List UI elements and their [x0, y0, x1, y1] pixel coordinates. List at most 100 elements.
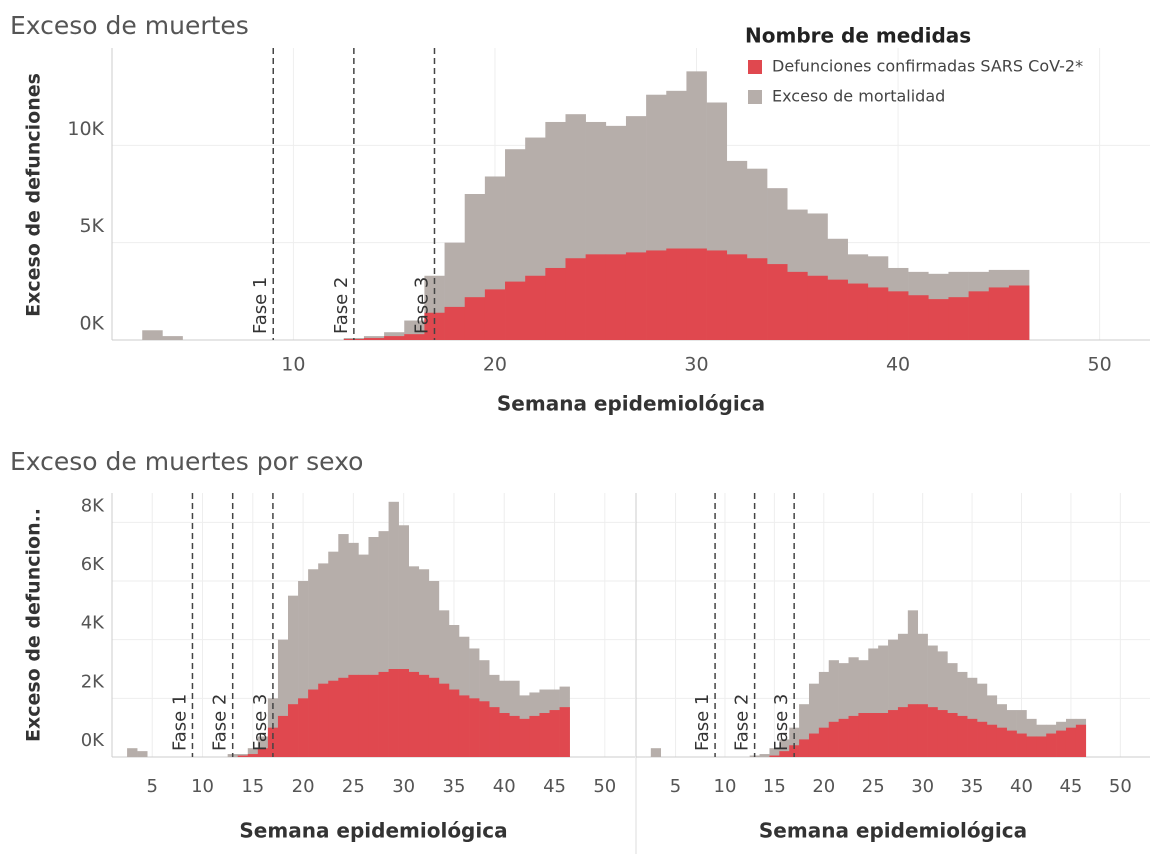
bar [948, 297, 969, 340]
bar [1008, 285, 1030, 340]
bar [947, 713, 958, 757]
bar [499, 713, 510, 757]
bar [267, 727, 279, 757]
bar [907, 610, 919, 757]
bar [162, 336, 183, 340]
bar [848, 715, 859, 757]
bar [937, 710, 948, 757]
bar [237, 755, 249, 757]
bar [247, 748, 259, 757]
x-tick-label: 5 [147, 776, 158, 797]
x-tick-label: 20 [812, 776, 835, 797]
phase-label: Fase 3 [771, 694, 792, 751]
bar [363, 338, 385, 340]
bar [444, 306, 466, 340]
bar [489, 707, 500, 757]
bar [848, 657, 859, 757]
bar [529, 715, 540, 757]
bar [519, 718, 530, 757]
bar [789, 727, 800, 757]
bar [1026, 736, 1037, 757]
bar [988, 287, 1010, 340]
phase-label: Fase 2 [210, 694, 231, 751]
bar [328, 551, 339, 757]
bar [977, 683, 988, 757]
x-tick-label: 5 [670, 776, 681, 797]
bar [779, 751, 790, 757]
x-tick-label: 50 [1109, 776, 1132, 797]
bar [358, 554, 369, 757]
bar [328, 680, 339, 757]
x-tick-label: 15 [241, 776, 264, 797]
bar [565, 258, 586, 340]
y-tick-label: 2K [81, 671, 105, 692]
bar [408, 566, 420, 757]
bar [927, 707, 938, 757]
phase-label: Fase 3 [250, 694, 271, 751]
bar [539, 713, 550, 757]
bar [559, 707, 570, 757]
phase-label: Fase 1 [250, 277, 271, 334]
bar [257, 736, 269, 757]
bar [977, 721, 988, 757]
y-tick-label: 6K [81, 554, 105, 575]
bar [277, 639, 289, 757]
bar [388, 669, 399, 757]
bar [545, 267, 566, 340]
bar [424, 312, 445, 340]
bar [878, 713, 889, 757]
bar [368, 674, 379, 757]
bar [868, 713, 879, 757]
bar [828, 660, 839, 757]
bar [318, 563, 329, 757]
bar [967, 718, 978, 757]
bar [408, 671, 420, 757]
bar [605, 254, 627, 340]
bar [484, 289, 506, 340]
phase-label: Fase 3 [411, 277, 432, 334]
phase-label: Fase 1 [169, 694, 190, 751]
bar [767, 264, 788, 340]
bar [917, 633, 928, 757]
bar [897, 707, 909, 757]
bar [348, 674, 359, 757]
bar [137, 751, 148, 757]
bar [887, 291, 909, 340]
x-tick-label: 30 [392, 776, 415, 797]
bar [996, 727, 1007, 757]
bar [779, 739, 790, 757]
bar [907, 704, 919, 757]
phase-label: Fase 2 [732, 694, 753, 751]
x-tick-label: 40 [1010, 776, 1033, 797]
bar [384, 336, 405, 340]
bar [868, 648, 879, 757]
bar [142, 330, 163, 340]
bar [888, 710, 899, 757]
x-tick-label: 30 [684, 354, 708, 376]
bar [1046, 733, 1057, 757]
x-tick-label: 50 [1088, 354, 1112, 376]
bar [398, 669, 410, 757]
bar [358, 674, 369, 757]
bar [1056, 730, 1067, 757]
bar [438, 610, 450, 757]
bar [650, 748, 662, 757]
x-tick-label: 15 [763, 776, 786, 797]
chart-title: Exceso de muertes por sexo [10, 447, 363, 476]
phase-label: Fase 1 [692, 694, 713, 751]
bar [585, 254, 607, 340]
bar [787, 271, 808, 340]
chart-title: Exceso de muertes [10, 11, 249, 40]
bar [388, 501, 399, 757]
bar [867, 287, 889, 340]
bar [858, 660, 869, 757]
bar [298, 581, 309, 757]
x-tick-label: 50 [593, 776, 616, 797]
bar [847, 283, 869, 340]
bar [348, 542, 359, 757]
bar [928, 299, 949, 340]
y-axis-title: Exceso de defuncion.. [23, 508, 45, 742]
bar [967, 677, 978, 757]
x-axis-title: Semana epidemiológica [497, 392, 765, 416]
